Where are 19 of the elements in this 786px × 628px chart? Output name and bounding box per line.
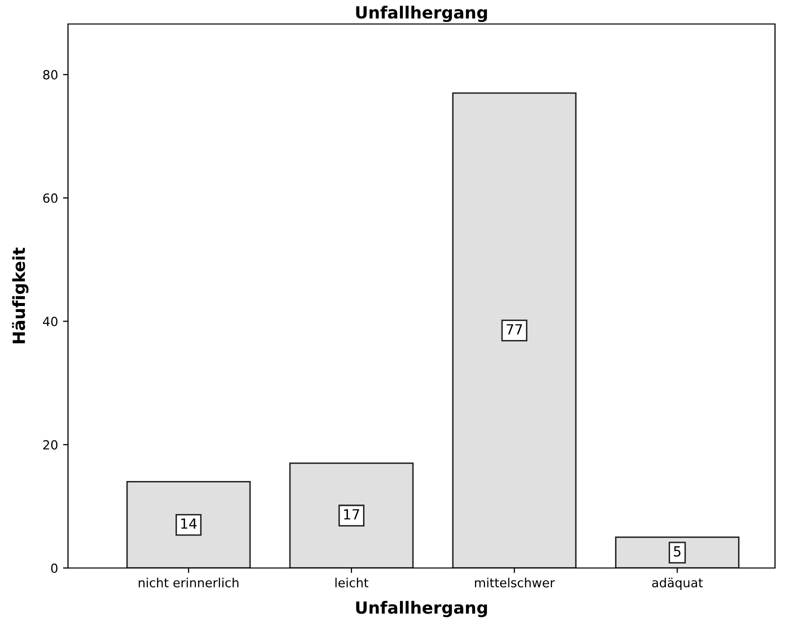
x-axis-title: Unfallhergang (356, 600, 487, 618)
bar (289, 462, 414, 568)
y-axis-title: Häufigkeit (12, 248, 28, 344)
data-label: 17 (344, 509, 360, 520)
x-tick-label: mittelschwer (475, 578, 555, 588)
y-tick-label: 80 (43, 70, 58, 80)
chart-title: Unfallhergang (356, 6, 487, 22)
bar (126, 480, 251, 568)
y-tick-label: 20 (43, 440, 58, 450)
data-label: 14 (181, 518, 197, 529)
bar (452, 92, 577, 568)
data-label: 5 (674, 546, 680, 557)
x-tick-label: leicht (335, 578, 368, 588)
x-tick-label: adäquat (652, 578, 703, 590)
x-tick-label: nicht erinnerlich (138, 578, 238, 588)
y-tick-label: 0 (51, 563, 58, 573)
y-tick-label: 60 (43, 193, 58, 203)
data-label: 77 (506, 324, 522, 334)
y-tick-label: 40 (42, 316, 58, 326)
